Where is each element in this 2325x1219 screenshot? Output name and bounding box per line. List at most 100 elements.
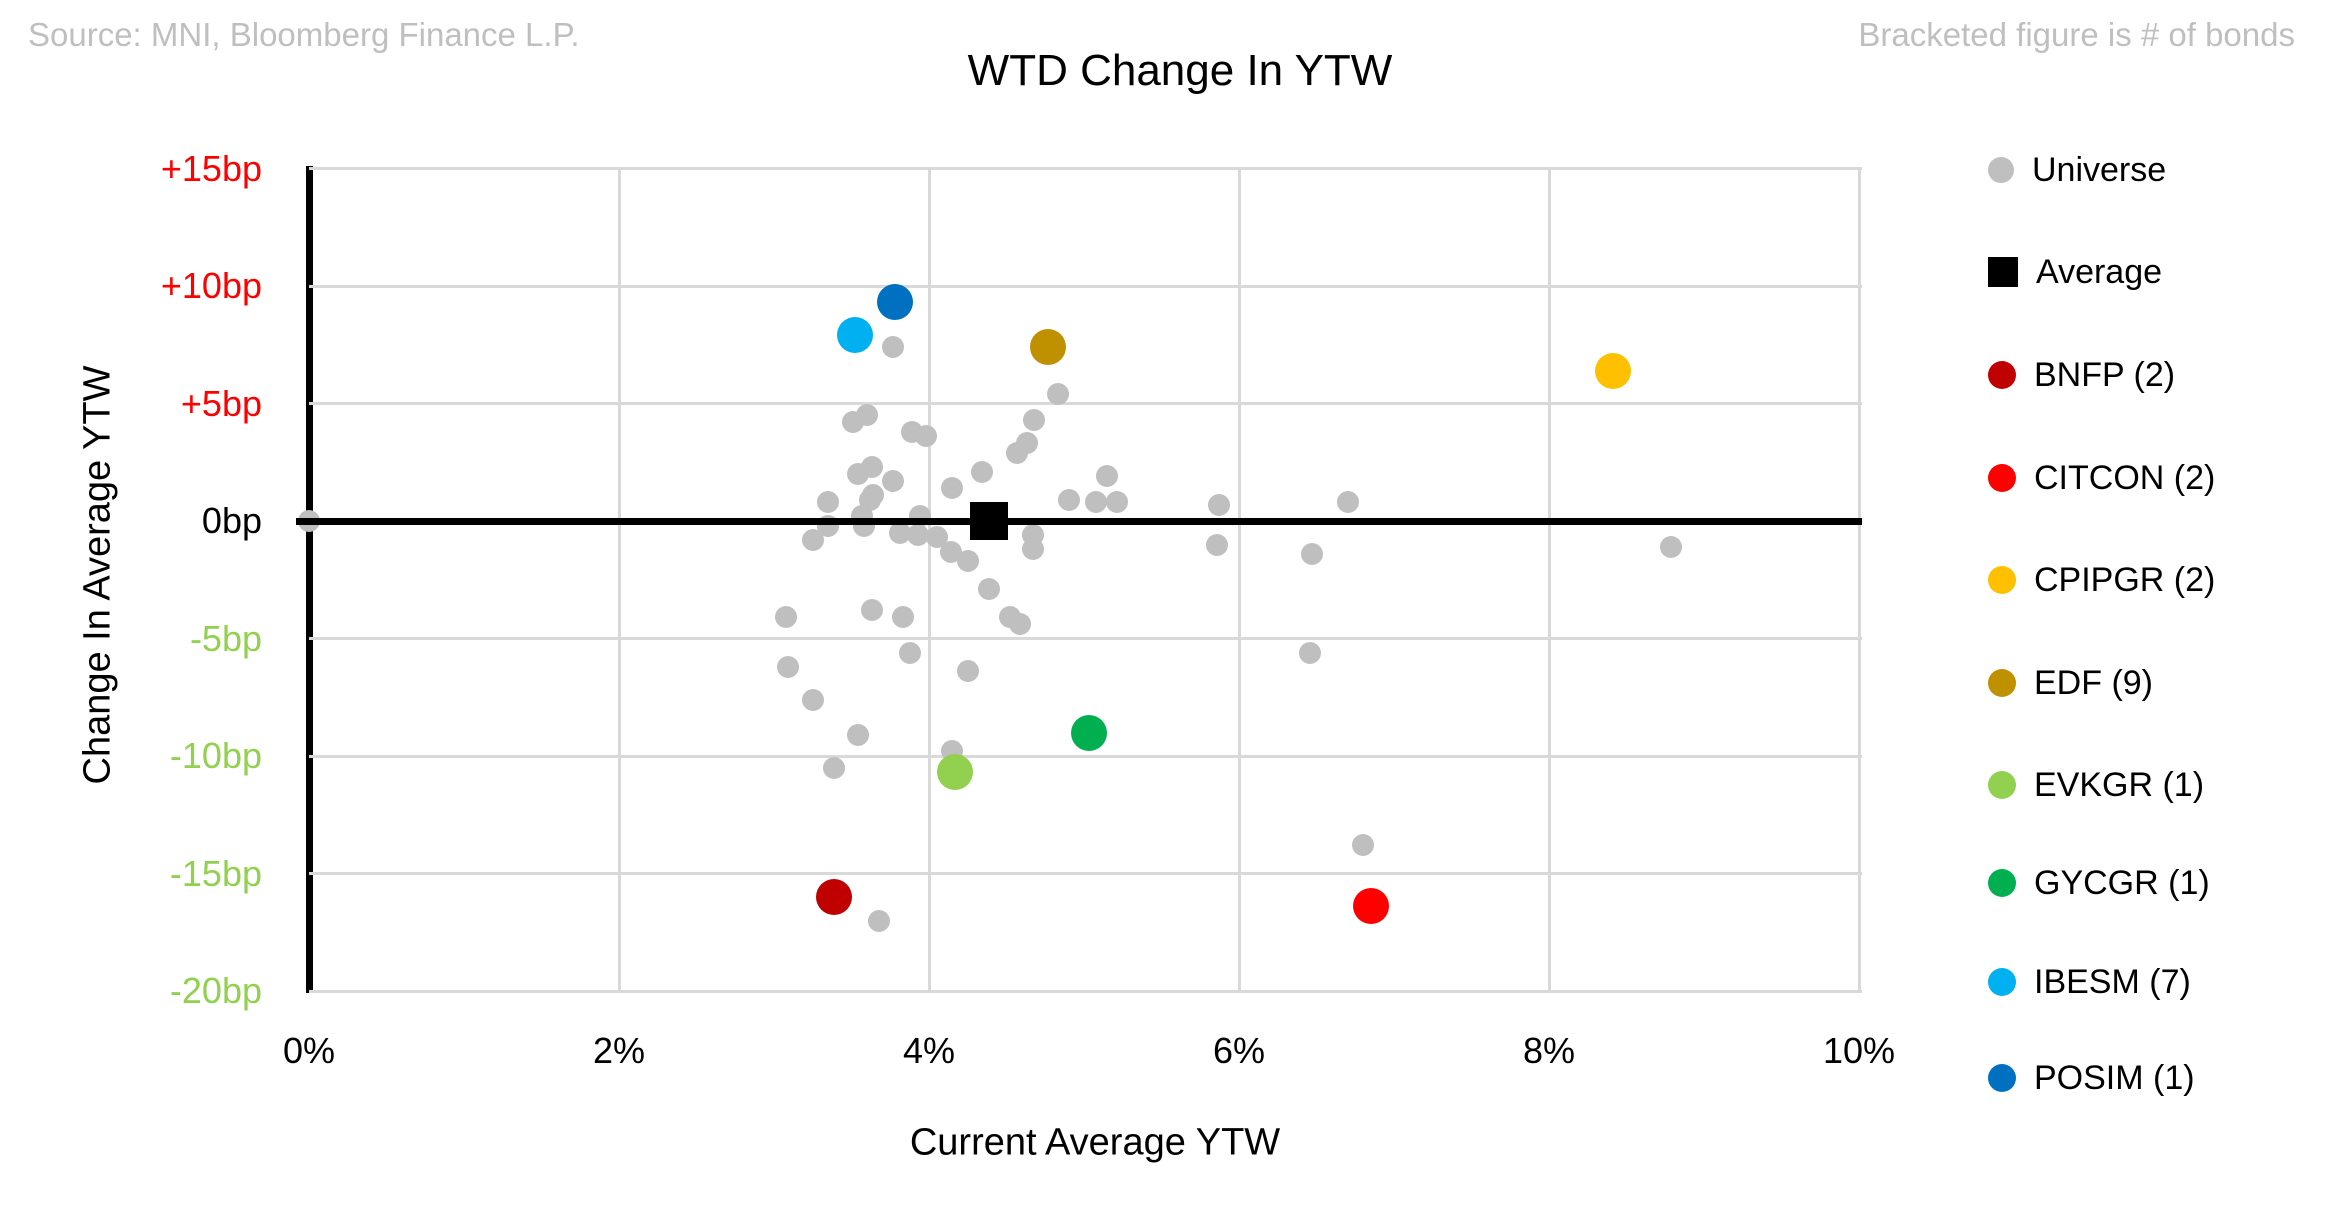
vertical-gridline <box>1547 168 1551 991</box>
point-universe <box>925 526 948 549</box>
legend-item-citcon: CITCON (2) <box>1988 458 2215 498</box>
point-universe <box>1096 465 1119 488</box>
legend-marker-circle <box>1988 566 2016 594</box>
x-tick-label: 10% <box>1822 1030 1896 1071</box>
y-tick-label: -15bp <box>169 852 262 894</box>
legend-item-gycgr: GYCGR (1) <box>1988 863 2210 903</box>
point-universe <box>801 528 824 551</box>
point-universe <box>776 655 799 678</box>
point-universe <box>882 470 905 493</box>
legend-item-cpipgr: CPIPGR (2) <box>1988 560 2215 600</box>
legend-marker-circle <box>1988 669 2016 697</box>
legend-marker-square <box>1988 257 2018 287</box>
point-universe <box>1105 491 1128 514</box>
legend-label: BNFP (2) <box>2034 355 2176 394</box>
horizontal-gridline <box>309 754 1862 758</box>
y-axis-line <box>305 166 313 993</box>
bracketed-figure-note: Bracketed figure is # of bonds <box>1858 16 2295 53</box>
horizontal-gridline <box>309 284 1862 288</box>
point-universe <box>907 524 930 547</box>
point-universe <box>846 463 869 485</box>
legend-label: CITCON (2) <box>2034 458 2216 497</box>
point-universe <box>1336 491 1359 514</box>
x-tick-label: 0% <box>282 1030 336 1071</box>
legend-label: Universe <box>2032 150 2167 189</box>
horizontal-gridline <box>309 402 1862 405</box>
point-universe <box>1299 641 1322 664</box>
point-universe <box>939 540 962 563</box>
legend-marker-circle <box>1988 157 2014 183</box>
y-tick-label: -20bp <box>169 970 262 1011</box>
point-universe <box>891 606 914 629</box>
vertical-gridline <box>927 168 931 991</box>
x-tick-label: 2% <box>592 1030 646 1071</box>
legend-marker-circle <box>1988 1064 2016 1092</box>
point-universe <box>1207 493 1230 516</box>
source-note: Source: MNI, Bloomberg Finance L.P. <box>28 16 580 53</box>
vertical-gridline <box>1857 168 1861 991</box>
y-tick-label: +5bp <box>180 382 262 424</box>
point-universe <box>1352 834 1374 857</box>
point-universe <box>978 578 1001 601</box>
legend-label: IBESM (7) <box>2034 962 2191 1001</box>
horizontal-gridline <box>309 989 1862 993</box>
point-universe <box>941 477 964 500</box>
chart-title: WTD Change In YTW <box>967 46 1393 95</box>
point-ibesm <box>836 317 873 354</box>
legend-label: EVKGR (1) <box>2034 765 2205 804</box>
point-universe <box>1300 542 1323 565</box>
point-universe <box>1021 538 1044 561</box>
point-universe <box>775 606 798 629</box>
point-universe <box>868 909 891 932</box>
point-universe <box>860 599 883 622</box>
legend-label: EDF (9) <box>2034 663 2153 702</box>
point-universe <box>970 460 993 483</box>
y-tick-label: -5bp <box>189 617 262 659</box>
point-posim <box>876 284 913 321</box>
x-axis-title: Current Average YTW <box>909 1121 1281 1164</box>
legend-item-ibesm: IBESM (7) <box>1988 962 2191 1002</box>
x-tick-label: 4% <box>902 1030 956 1071</box>
legend-item-bnfp: BNFP (2) <box>1988 355 2175 395</box>
vertical-gridline <box>1237 168 1241 991</box>
legend-marker-circle <box>1988 464 2016 492</box>
point-universe <box>882 336 905 359</box>
point-cpipgr <box>1594 352 1631 389</box>
legend-item-average: Average <box>1988 252 2162 292</box>
point-evkgr <box>937 754 974 791</box>
point-universe <box>1046 383 1069 406</box>
y-tick-label: -10bp <box>169 735 262 776</box>
point-universe <box>1009 613 1032 636</box>
legend-item-edf: EDF (9) <box>1988 663 2153 703</box>
point-bnfp <box>816 879 853 915</box>
legend-item-universe: Universe <box>1988 150 2166 190</box>
horizontal-gridline <box>309 637 1862 640</box>
horizontal-gridline <box>309 167 1862 170</box>
point-citcon <box>1352 888 1389 925</box>
y-tick-label: 0bp <box>201 500 262 541</box>
legend-item-posim: POSIM (1) <box>1988 1058 2195 1098</box>
y-tick-label: +10bp <box>160 265 262 306</box>
y-tick-label: +15bp <box>160 147 262 189</box>
legend-item-evkgr: EVKGR (1) <box>1988 765 2204 805</box>
point-universe <box>1023 408 1046 431</box>
point-universe <box>823 756 846 779</box>
point-universe <box>1057 488 1080 511</box>
point-universe <box>956 660 979 683</box>
zero-baseline <box>296 517 1862 525</box>
point-universe <box>888 521 911 544</box>
point-edf <box>1030 329 1067 366</box>
point-universe <box>899 641 922 664</box>
x-tick-label: 8% <box>1522 1030 1576 1071</box>
legend-label: GYCGR (1) <box>2034 863 2210 902</box>
legend-marker-circle <box>1988 771 2016 799</box>
point-universe <box>817 491 840 514</box>
x-tick-label: 6% <box>1212 1030 1266 1071</box>
point-universe <box>801 688 824 711</box>
point-universe <box>956 549 979 572</box>
legend-label: CPIPGR (2) <box>2034 560 2216 599</box>
point-universe <box>1660 535 1683 558</box>
point-universe <box>846 723 869 746</box>
horizontal-gridline <box>309 872 1862 875</box>
point-average <box>970 502 1009 540</box>
